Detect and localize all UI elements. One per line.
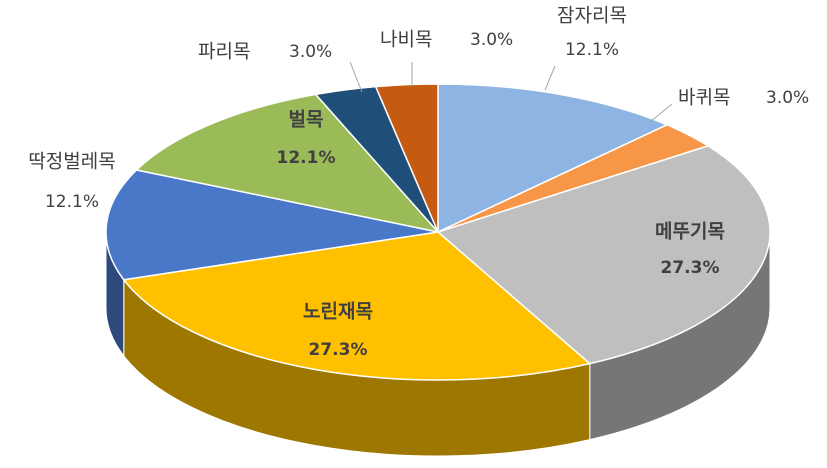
slice xyxy=(436,145,771,365)
value-label: 3.0% xyxy=(766,88,809,108)
category-label: 딱정벌레목 xyxy=(28,151,115,173)
value-label: 12.1% xyxy=(45,192,99,212)
slice xyxy=(122,231,592,381)
category-label: 파리목 xyxy=(198,41,250,63)
slice xyxy=(135,93,441,234)
category-label: 나비목 xyxy=(380,29,432,51)
slice xyxy=(105,169,439,281)
leader-line xyxy=(544,65,556,91)
category-label: 잠자리목 xyxy=(557,5,627,27)
slice xyxy=(437,83,669,234)
leader-line xyxy=(349,61,363,93)
category-label: 노린재목 xyxy=(303,301,373,323)
value-label: 12.1% xyxy=(565,40,619,60)
value-label: 3.0% xyxy=(289,42,332,62)
category-label: 벌목 xyxy=(289,109,324,131)
category-label: 바퀴목 xyxy=(678,87,730,109)
leader-line xyxy=(649,103,673,123)
value-label: 27.3% xyxy=(661,258,720,278)
value-label: 12.1% xyxy=(277,148,336,168)
value-label: 27.3% xyxy=(309,340,368,360)
value-label: 3.0% xyxy=(470,30,513,50)
slice xyxy=(374,83,439,233)
category-label: 메뚜기목 xyxy=(655,221,725,243)
